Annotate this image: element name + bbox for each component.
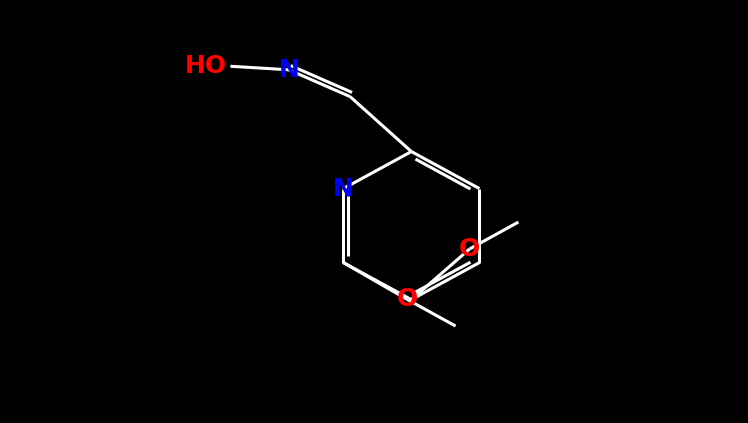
- Text: O: O: [396, 287, 417, 311]
- Text: HO: HO: [185, 54, 227, 78]
- Text: O: O: [459, 237, 480, 261]
- Text: N: N: [278, 58, 299, 82]
- Text: N: N: [333, 176, 354, 201]
